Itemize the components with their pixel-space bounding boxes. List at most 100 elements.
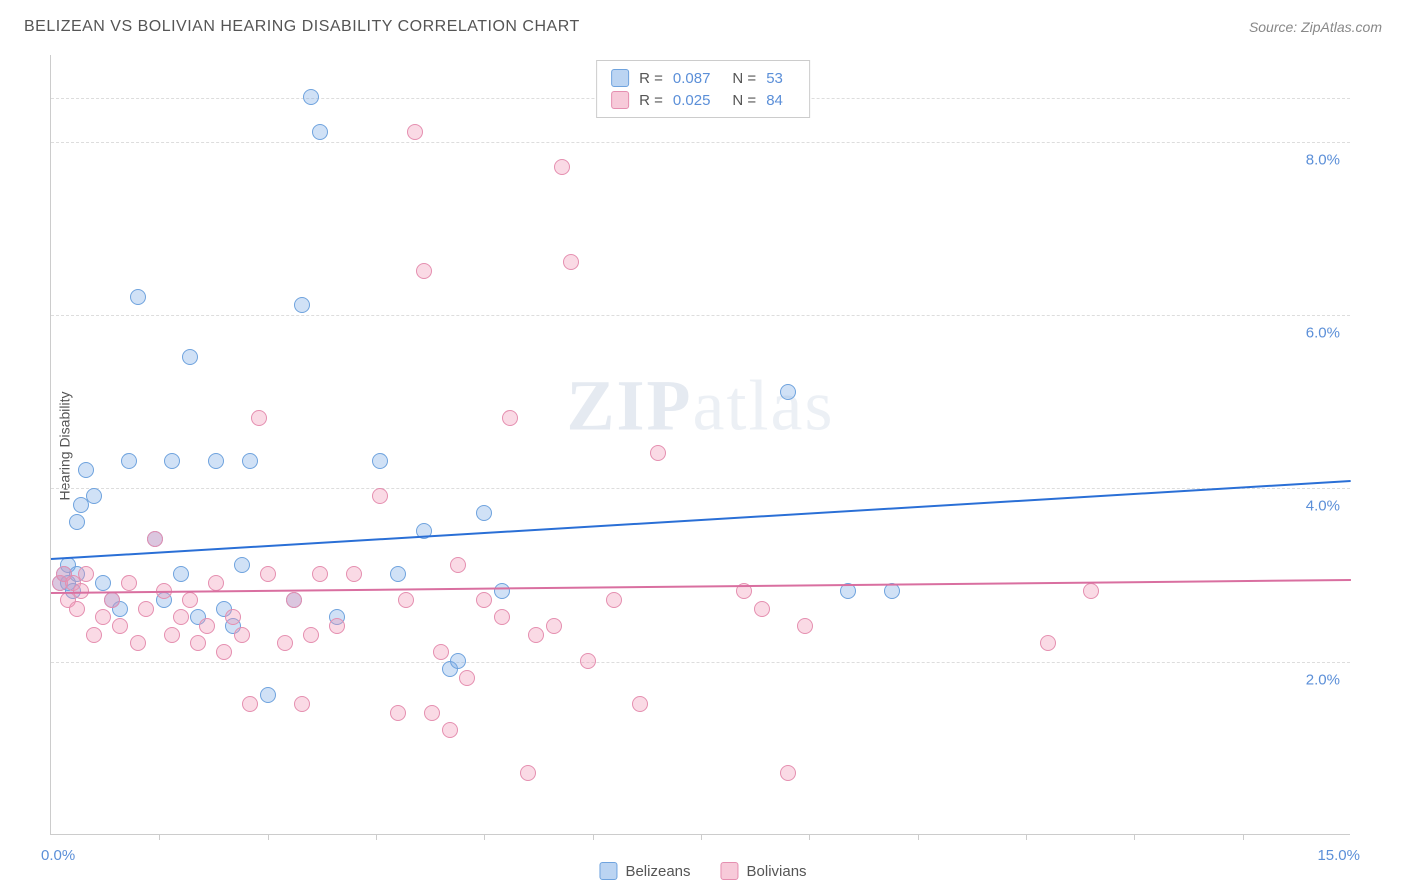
data-point	[312, 124, 328, 140]
data-point	[780, 765, 796, 781]
data-point	[606, 592, 622, 608]
data-point	[225, 609, 241, 625]
data-point	[286, 592, 302, 608]
watermark-thin: atlas	[693, 365, 835, 445]
n-value: 84	[766, 92, 783, 109]
data-point	[372, 453, 388, 469]
x-tick	[484, 834, 485, 840]
data-point	[234, 557, 250, 573]
y-tick-label: 6.0%	[1306, 325, 1340, 342]
data-point	[242, 696, 258, 712]
data-point	[95, 575, 111, 591]
x-tick	[1134, 834, 1135, 840]
data-point	[147, 531, 163, 547]
data-point	[182, 349, 198, 365]
n-value: 53	[766, 70, 783, 87]
data-point	[173, 566, 189, 582]
data-point	[294, 696, 310, 712]
r-value: 0.087	[673, 70, 711, 87]
data-point	[104, 592, 120, 608]
data-point	[754, 601, 770, 617]
data-point	[260, 566, 276, 582]
gridline	[51, 662, 1350, 663]
data-point	[797, 618, 813, 634]
data-point	[1040, 635, 1056, 651]
data-point	[580, 653, 596, 669]
data-point	[173, 609, 189, 625]
x-tick	[376, 834, 377, 840]
data-point	[121, 453, 137, 469]
legend-row: R = 0.025 N = 84	[611, 89, 795, 111]
data-point	[312, 566, 328, 582]
data-point	[208, 575, 224, 591]
data-point	[69, 601, 85, 617]
gridline	[51, 488, 1350, 489]
data-point	[294, 297, 310, 313]
data-point	[130, 289, 146, 305]
x-tick	[268, 834, 269, 840]
legend-row: R =0.087N =53	[611, 67, 795, 89]
n-label: N =	[732, 70, 756, 87]
data-point	[554, 159, 570, 175]
data-point	[78, 462, 94, 478]
watermark-bold: ZIP	[567, 365, 693, 445]
data-point	[1083, 583, 1099, 599]
x-axis-min-label: 0.0%	[41, 847, 75, 864]
data-point	[346, 566, 362, 582]
x-tick	[809, 834, 810, 840]
legend-swatch	[721, 862, 739, 880]
data-point	[494, 583, 510, 599]
data-point	[390, 705, 406, 721]
correlation-legend: R = 0.087 N = 53 R = 0.025 N = 84	[596, 60, 810, 118]
r-value: 0.025	[673, 92, 711, 109]
chart-source: Source: ZipAtlas.com	[1249, 19, 1382, 35]
trend-line	[51, 579, 1351, 594]
trend-line	[51, 480, 1351, 560]
data-point	[390, 566, 406, 582]
data-point	[182, 592, 198, 608]
x-tick	[1243, 834, 1244, 840]
y-tick-label: 8.0%	[1306, 151, 1340, 168]
data-point	[112, 618, 128, 634]
data-point	[424, 705, 440, 721]
data-point	[780, 384, 796, 400]
data-point	[69, 514, 85, 530]
data-point	[277, 635, 293, 651]
data-point	[260, 687, 276, 703]
data-point	[86, 488, 102, 504]
x-tick	[1026, 834, 1027, 840]
data-point	[303, 627, 319, 643]
data-point	[442, 722, 458, 738]
series-legend: BelizeansBolivians	[599, 862, 806, 880]
data-point	[416, 263, 432, 279]
data-point	[494, 609, 510, 625]
y-tick-label: 4.0%	[1306, 498, 1340, 515]
data-point	[398, 592, 414, 608]
data-point	[216, 644, 232, 660]
n-label: N =	[732, 92, 756, 109]
data-point	[476, 505, 492, 521]
x-tick	[159, 834, 160, 840]
gridline	[51, 142, 1350, 143]
data-point	[303, 89, 319, 105]
data-point	[242, 453, 258, 469]
r-label: R =	[639, 92, 663, 109]
legend-swatch	[599, 862, 617, 880]
watermark: ZIPatlas	[567, 364, 835, 447]
data-point	[95, 609, 111, 625]
data-point	[563, 254, 579, 270]
scatter-chart: ZIPatlas 0.0% 15.0% 2.0%4.0%6.0%8.0%	[50, 55, 1350, 835]
data-point	[407, 124, 423, 140]
data-point	[476, 592, 492, 608]
legend-swatch	[611, 69, 629, 87]
data-point	[234, 627, 250, 643]
data-point	[164, 453, 180, 469]
data-point	[502, 410, 518, 426]
data-point	[86, 627, 102, 643]
chart-title: BELIZEAN VS BOLIVIAN HEARING DISABILITY …	[24, 18, 580, 36]
data-point	[450, 653, 466, 669]
data-point	[208, 453, 224, 469]
data-point	[251, 410, 267, 426]
y-tick-label: 2.0%	[1306, 671, 1340, 688]
data-point	[528, 627, 544, 643]
